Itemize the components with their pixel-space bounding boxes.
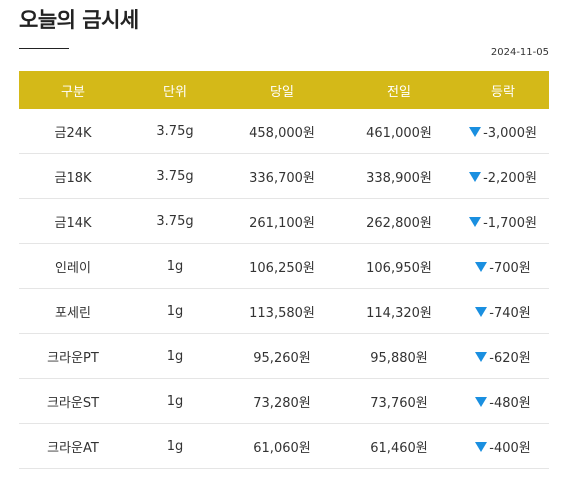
- row-today-price: 458,000원: [223, 109, 341, 154]
- row-category: 크라운PT: [19, 333, 127, 379]
- table-row: 포세린 1g 113,580원 114,320원 -740원: [19, 288, 549, 334]
- table-row: 금18K 3.75g 336,700원 338,900원 -2,200원: [19, 153, 549, 199]
- row-change-value: -2,200원: [483, 170, 537, 186]
- row-unit: 1g: [127, 423, 223, 469]
- row-today-price: 261,100원: [223, 198, 341, 244]
- table-row: 크라운AT 1g 61,060원 61,460원 -400원: [19, 423, 549, 469]
- row-previous-price: 114,320원: [341, 288, 457, 334]
- down-triangle-icon: [475, 396, 488, 407]
- row-today-price: 113,580원: [223, 288, 341, 334]
- row-unit: 3.75g: [127, 153, 223, 199]
- page-title: 오늘의 금시세: [19, 8, 139, 32]
- row-category: 금14K: [19, 198, 127, 244]
- row-unit: 1g: [127, 378, 223, 424]
- row-category: 포세린: [19, 288, 127, 334]
- row-change-value: -400원: [489, 440, 531, 456]
- row-category: 크라운ST: [19, 378, 127, 424]
- row-previous-price: 461,000원: [341, 109, 457, 154]
- row-change-value: -740원: [489, 305, 531, 321]
- row-today-price: 336,700원: [223, 153, 341, 199]
- row-change: -620원: [457, 333, 549, 379]
- row-previous-price: 106,950원: [341, 243, 457, 289]
- row-unit: 3.75g: [127, 198, 223, 244]
- table-row: 금14K 3.75g 261,100원 262,800원 -1,700원: [19, 198, 549, 244]
- row-unit: 1g: [127, 243, 223, 289]
- header-today: 당일: [223, 71, 341, 109]
- down-triangle-icon: [475, 351, 488, 362]
- row-change-value: -480원: [489, 395, 531, 411]
- price-date: 2024-11-05: [490, 47, 549, 58]
- row-change-value: -1,700원: [483, 215, 537, 231]
- row-previous-price: 95,880원: [341, 333, 457, 379]
- row-change-value: -700원: [489, 260, 531, 276]
- row-category: 인레이: [19, 243, 127, 289]
- table-row: 크라운ST 1g 73,280원 73,760원 -480원: [19, 378, 549, 424]
- header-category: 구분: [19, 71, 127, 109]
- row-change: -3,000원: [457, 109, 549, 154]
- row-change-value: -3,000원: [483, 125, 537, 141]
- row-change: -700원: [457, 243, 549, 289]
- row-category: 금24K: [19, 109, 127, 154]
- table-row: 금24K 3.75g 458,000원 461,000원 -3,000원: [19, 109, 549, 154]
- row-previous-price: 73,760원: [341, 378, 457, 424]
- row-today-price: 73,280원: [223, 378, 341, 424]
- down-triangle-icon: [469, 171, 482, 182]
- row-category: 금18K: [19, 153, 127, 199]
- row-change: -2,200원: [457, 153, 549, 199]
- row-unit: 3.75g: [127, 109, 223, 154]
- row-today-price: 61,060원: [223, 423, 341, 469]
- down-triangle-icon: [469, 126, 482, 137]
- row-unit: 1g: [127, 288, 223, 334]
- row-change: -740원: [457, 288, 549, 334]
- header-change: 등락: [457, 71, 549, 109]
- row-today-price: 95,260원: [223, 333, 341, 379]
- title-divider: [19, 48, 69, 49]
- gold-price-table: 구분 단위 당일 전일 등락 금24K 3.75g 458,000원 461,0…: [19, 71, 549, 469]
- row-previous-price: 262,800원: [341, 198, 457, 244]
- table-row: 인레이 1g 106,250원 106,950원 -700원: [19, 243, 549, 289]
- row-unit: 1g: [127, 333, 223, 379]
- row-change-value: -620원: [489, 350, 531, 366]
- row-change: -480원: [457, 378, 549, 424]
- table-row: 크라운PT 1g 95,260원 95,880원 -620원: [19, 333, 549, 379]
- down-triangle-icon: [475, 306, 488, 317]
- down-triangle-icon: [469, 216, 482, 227]
- row-previous-price: 338,900원: [341, 153, 457, 199]
- row-previous-price: 61,460원: [341, 423, 457, 469]
- header-previous: 전일: [341, 71, 457, 109]
- down-triangle-icon: [475, 261, 488, 272]
- table-header-row: 구분 단위 당일 전일 등락: [19, 71, 549, 109]
- row-change: -400원: [457, 423, 549, 469]
- header-unit: 단위: [127, 71, 223, 109]
- row-category: 크라운AT: [19, 423, 127, 469]
- down-triangle-icon: [475, 441, 488, 452]
- row-today-price: 106,250원: [223, 243, 341, 289]
- row-change: -1,700원: [457, 198, 549, 244]
